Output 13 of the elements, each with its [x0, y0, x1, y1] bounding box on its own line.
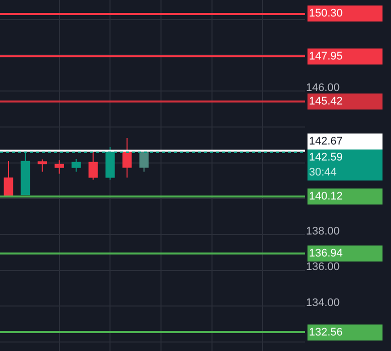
y-tick-label: 136.00	[306, 261, 340, 274]
text: 30:44	[309, 166, 337, 178]
ref-line-label: 140.12	[309, 190, 343, 202]
ref-line-label: 136.94	[309, 248, 343, 260]
ref-line-label: 142.67	[309, 136, 343, 148]
ref-line-label: 132.56	[309, 326, 343, 338]
ref-line-label: 150.30	[309, 8, 343, 20]
y-tick-label: 146.00	[306, 82, 340, 94]
ref-line-label: 147.95	[309, 50, 343, 62]
ref-line-label: 145.42	[309, 96, 343, 108]
y-tick-label: 138.00	[306, 225, 340, 238]
y-tick-label: 134.00	[306, 297, 340, 310]
ref-line-label: 142.59	[309, 152, 343, 164]
